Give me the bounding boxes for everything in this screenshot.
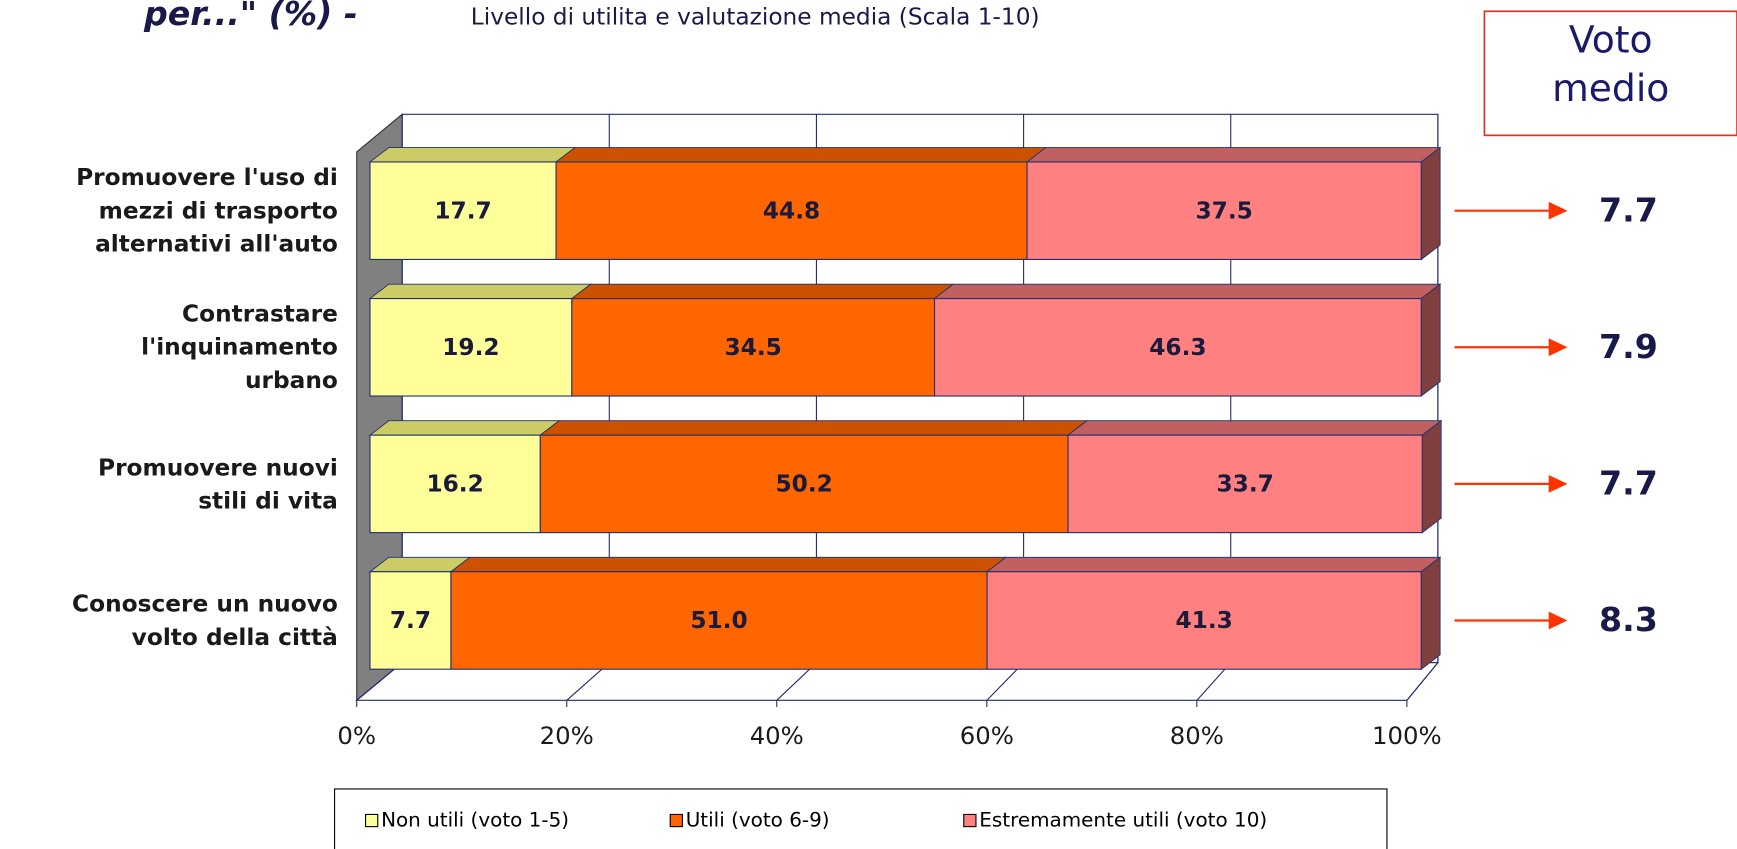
x-tick-label: 60% — [960, 721, 1014, 750]
legend-label: Utili (voto 6-9) — [686, 808, 830, 832]
category-label-box: Contrastare l'inquinamento urbano — [141, 300, 338, 394]
data-label: 50.2 — [775, 470, 832, 497]
mean-score: 7.7 — [1599, 190, 1658, 229]
legend-swatch — [669, 813, 683, 828]
chart-title: per..." (%) - — [143, 0, 358, 33]
bar — [571, 297, 936, 397]
bar-top — [933, 283, 1442, 299]
arrow-head — [1548, 201, 1568, 220]
bar-side — [1421, 419, 1442, 534]
data-label: 33.7 — [1217, 470, 1274, 497]
bar-top — [985, 556, 1442, 573]
category-label: Promuovere l'uso di mezzi di trasporto a… — [76, 164, 338, 258]
mean-score: 8.3 — [1599, 600, 1658, 639]
arrow-head — [1548, 475, 1568, 493]
data-label: 7.7 — [390, 607, 431, 634]
mean-score-label-box: Voto medio — [1552, 17, 1670, 111]
bar-top — [368, 147, 577, 163]
data-label: 46.3 — [1149, 334, 1206, 361]
x-tick-label: 0% — [337, 721, 376, 750]
category-label-box: Promuovere l'uso di mezzi di trasporto a… — [76, 164, 338, 258]
legend-box — [333, 788, 1388, 849]
mean-score-label: Voto medio — [1552, 17, 1670, 111]
bar-top — [570, 283, 955, 299]
category-label-box: Promuovere nuovi stili di vita — [98, 453, 338, 514]
bar-top — [1025, 147, 1442, 163]
category-label: Contrastare l'inquinamento urbano — [141, 300, 338, 394]
chart-subtitle: Livello di utilita e valutazione media (… — [471, 3, 1040, 30]
x-tick-label: 20% — [540, 721, 594, 750]
x-tick-label: 100% — [1372, 721, 1442, 750]
mean-score: 7.9 — [1599, 327, 1658, 366]
mean-score: 7.7 — [1599, 463, 1658, 502]
bar-top — [1066, 420, 1443, 436]
x-tick-label: 80% — [1170, 721, 1224, 750]
legend-swatch — [963, 813, 977, 828]
mean-score-box — [1483, 10, 1737, 137]
bar — [986, 571, 1422, 670]
data-label: 17.7 — [434, 197, 491, 224]
x-tick-label: 40% — [750, 721, 804, 750]
bar — [369, 434, 541, 534]
bar — [539, 434, 1069, 534]
data-label: 44.8 — [763, 197, 820, 224]
data-label: 37.5 — [1195, 197, 1252, 224]
bar — [1067, 434, 1423, 534]
arrow-head — [1548, 338, 1568, 357]
data-label: 16.2 — [426, 470, 483, 497]
bar — [369, 161, 557, 260]
bar — [369, 297, 573, 397]
bar-top — [538, 420, 1089, 436]
bar — [933, 297, 1422, 397]
bar-top — [449, 556, 1008, 573]
bar-side — [1420, 283, 1441, 397]
legend-swatch — [365, 813, 379, 828]
bar-top — [368, 283, 592, 299]
bar-top — [554, 147, 1048, 163]
data-label: 41.3 — [1176, 607, 1233, 634]
category-label: Conoscere un nuovo volto della città — [72, 590, 338, 651]
bar-side — [1420, 146, 1441, 261]
data-label: 19.2 — [442, 334, 499, 361]
arrow-head — [1548, 611, 1568, 630]
bar — [555, 161, 1028, 260]
category-label: Promuovere nuovi stili di vita — [98, 453, 338, 514]
bar — [450, 571, 988, 670]
data-label: 34.5 — [725, 334, 782, 361]
data-label: 51.0 — [690, 607, 747, 634]
bar-top — [368, 420, 561, 436]
bar-side — [1420, 556, 1441, 671]
floor-grid-line — [1406, 662, 1439, 701]
category-label-box: Conoscere un nuovo volto della città — [72, 590, 338, 651]
legend-label: Estremamente utili (voto 10) — [979, 808, 1267, 832]
bar — [1026, 161, 1422, 260]
legend-label: Non utili (voto 1-5) — [381, 808, 569, 832]
